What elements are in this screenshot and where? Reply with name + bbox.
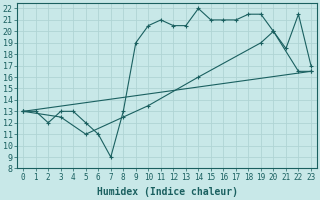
X-axis label: Humidex (Indice chaleur): Humidex (Indice chaleur)	[97, 187, 237, 197]
